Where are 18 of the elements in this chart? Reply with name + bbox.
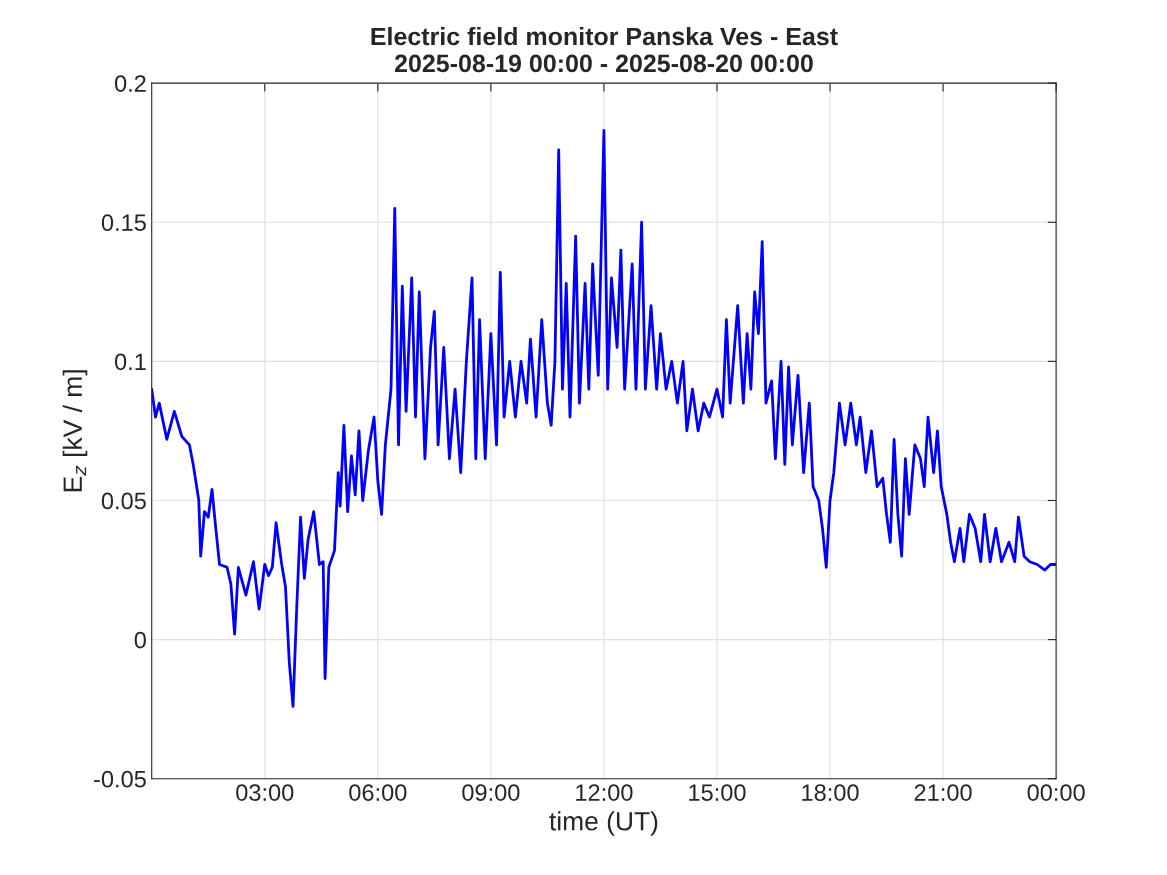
x-tick-label: 09:00	[462, 784, 520, 801]
x-tick-label: 12:00	[576, 784, 633, 801]
y-tick-label: 0.2	[114, 75, 146, 92]
x-tick-label: 06:00	[349, 784, 407, 801]
line-series	[151, 129, 1057, 708]
x-tick-label: 00:00	[1027, 784, 1085, 801]
x-axis-title: time (UT)	[549, 811, 658, 836]
x-tick-label: 15:00	[689, 784, 746, 801]
y-tick-label: 0.15	[101, 214, 146, 232]
y-tick-label: 0.05	[101, 492, 146, 510]
chart-title: Electric field monitor Panska Ves - East 2025-08-19 00:00 - 2025-08-20 00:00	[371, 26, 838, 73]
x-tick-label: 18:00	[802, 784, 859, 801]
x-tick-label: 03:00	[236, 784, 294, 801]
y-axis-title: E$_{z}$ [kV / m]	[62, 370, 88, 492]
y-tick-label: 0	[134, 631, 146, 649]
y-tick-label: 0.1	[114, 353, 146, 371]
y-tick-label: -0.05	[94, 770, 146, 788]
x-tick-label: 21:00	[914, 784, 972, 801]
